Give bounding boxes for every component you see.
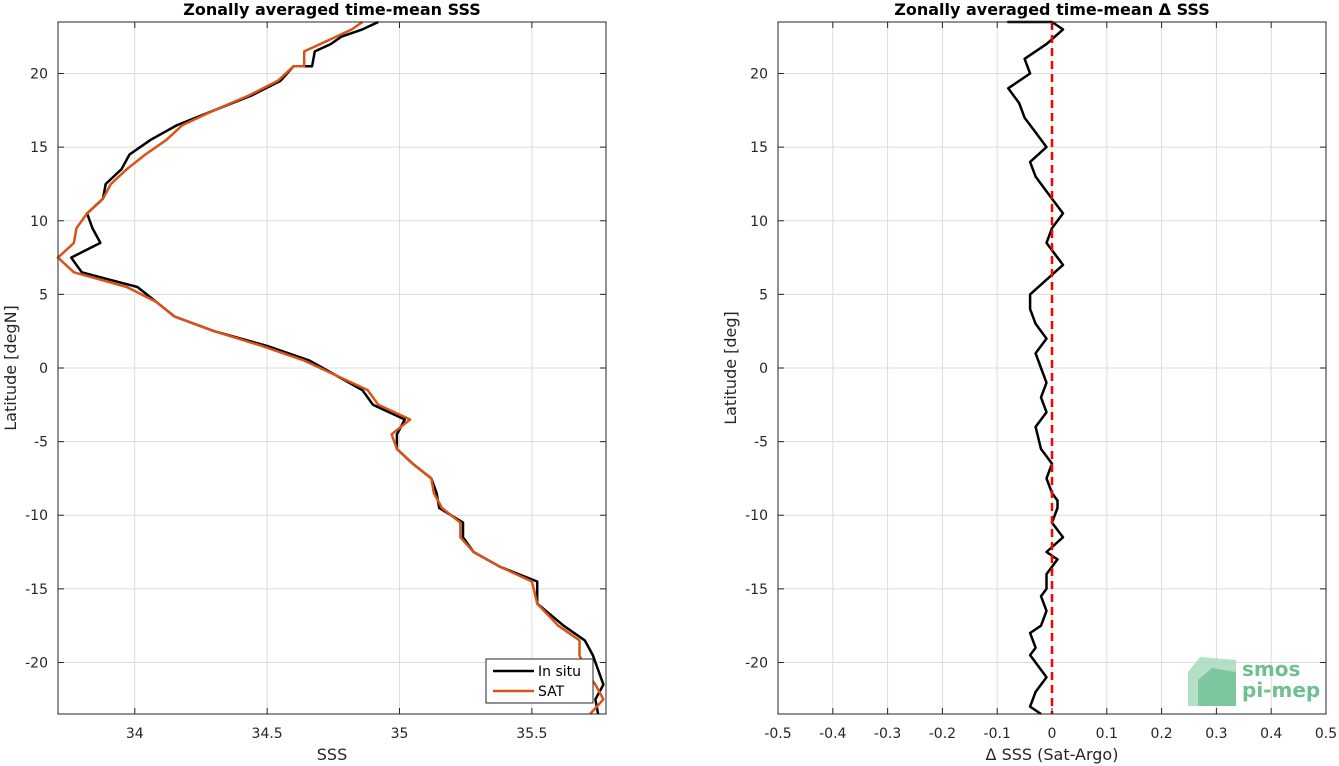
- y-tick-label: -10: [745, 508, 768, 524]
- y-tick-label: -20: [25, 655, 48, 671]
- y-tick-label: 15: [750, 140, 768, 156]
- sss-panel: 34 34.5 35 35.5 20 15 10 5 0 -5 -10 -15 -20 Zonally…: [1, 0, 607, 764]
- sss-y-ticks: 20 15 10 5 0 -5 -10 -15 -20: [25, 67, 606, 671]
- y-tick-label: 15: [30, 140, 48, 156]
- x-tick-label: -0.2: [929, 726, 956, 742]
- sss-legend: In situ SAT: [485, 658, 594, 704]
- y-tick-label: -5: [754, 435, 768, 451]
- y-tick-label: -15: [745, 582, 768, 598]
- legend-label-in-situ: In situ: [538, 664, 581, 680]
- smos-pi-mep-logo: smos pi-mep: [1188, 657, 1320, 706]
- sss-title: Zonally averaged time-mean SSS: [183, 0, 481, 19]
- x-tick-label: 0: [1048, 726, 1057, 742]
- x-tick-label: -0.1: [984, 726, 1011, 742]
- y-tick-label: -20: [745, 655, 768, 671]
- delta-title: Zonally averaged time-mean Δ SSS: [894, 0, 1210, 19]
- sss-x-label: SSS: [317, 745, 347, 764]
- logo-mark-shade: [1198, 668, 1236, 706]
- x-tick-label: 35: [391, 726, 409, 742]
- y-tick-label: 10: [750, 214, 768, 230]
- y-tick-label: 0: [759, 361, 768, 377]
- x-tick-label: 0.1: [1096, 726, 1118, 742]
- y-tick-label: 5: [759, 287, 768, 303]
- x-tick-label: 34.5: [252, 726, 283, 742]
- x-tick-label: 0.3: [1205, 726, 1227, 742]
- sss-x-ticks: 34 34.5 35 35.5: [126, 22, 547, 742]
- x-tick-label: 34: [126, 726, 144, 742]
- delta-y-ticks: 20 15 10 5 0 -5 -10 -15 -20: [745, 67, 1326, 671]
- logo-line1: smos: [1242, 657, 1300, 681]
- y-tick-label: -10: [25, 508, 48, 524]
- delta-y-label: Latitude [deg]: [721, 311, 740, 425]
- x-tick-label: 0.5: [1315, 726, 1337, 742]
- y-tick-label: 5: [39, 287, 48, 303]
- sss-grid: [58, 22, 606, 714]
- x-tick-label: -0.4: [819, 726, 846, 742]
- delta-sss-panel: smos pi-mep -0.5 -0.4 -0.3 -0.2 -0.1 0 0.1 0.2 0…: [721, 0, 1337, 764]
- legend-label-sat: SAT: [538, 684, 565, 700]
- y-tick-label: 20: [30, 67, 48, 83]
- y-tick-label: 20: [750, 67, 768, 83]
- sss-series: [56, 20, 605, 715]
- legend-box: [485, 658, 594, 704]
- x-tick-label: -0.5: [764, 726, 791, 742]
- y-tick-label: -15: [25, 582, 48, 598]
- y-tick-label: -5: [34, 435, 48, 451]
- y-tick-label: 0: [39, 361, 48, 377]
- delta-x-label: Δ SSS (Sat-Argo): [986, 745, 1119, 764]
- x-tick-label: 35.5: [516, 726, 547, 742]
- y-tick-label: 10: [30, 214, 48, 230]
- x-tick-label: -0.3: [874, 726, 901, 742]
- x-tick-label: 0.4: [1260, 726, 1282, 742]
- sss-y-label: Latitude [degN]: [1, 305, 20, 431]
- delta-x-ticks: -0.5 -0.4 -0.3 -0.2 -0.1 0 0.1 0.2 0.3 0.4 0.5: [764, 22, 1337, 742]
- x-tick-label: 0.2: [1150, 726, 1172, 742]
- logo-line2: pi-mep: [1242, 678, 1320, 702]
- series-line-sat: [56, 20, 605, 715]
